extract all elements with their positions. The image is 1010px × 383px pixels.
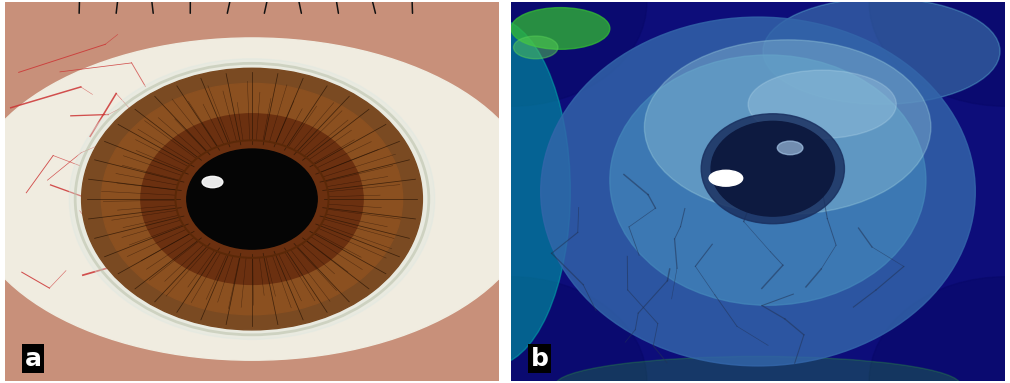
Ellipse shape bbox=[610, 55, 926, 305]
Ellipse shape bbox=[870, 277, 1010, 383]
Ellipse shape bbox=[556, 357, 961, 383]
Ellipse shape bbox=[511, 8, 610, 49]
Ellipse shape bbox=[540, 17, 976, 366]
Ellipse shape bbox=[513, 36, 558, 59]
Ellipse shape bbox=[870, 0, 1010, 106]
Circle shape bbox=[82, 68, 422, 330]
Ellipse shape bbox=[709, 170, 742, 186]
Text: a: a bbox=[25, 347, 41, 371]
Ellipse shape bbox=[412, 17, 571, 366]
Ellipse shape bbox=[70, 59, 434, 339]
Circle shape bbox=[101, 83, 403, 315]
Circle shape bbox=[711, 121, 834, 216]
Ellipse shape bbox=[0, 38, 536, 360]
Circle shape bbox=[140, 114, 364, 285]
Ellipse shape bbox=[644, 40, 931, 214]
Ellipse shape bbox=[376, 0, 646, 106]
Ellipse shape bbox=[763, 0, 1000, 104]
Text: b: b bbox=[531, 347, 548, 371]
Ellipse shape bbox=[202, 176, 223, 188]
Ellipse shape bbox=[376, 277, 646, 383]
Circle shape bbox=[187, 149, 317, 249]
Ellipse shape bbox=[778, 141, 803, 155]
Ellipse shape bbox=[748, 70, 896, 138]
Circle shape bbox=[701, 114, 844, 224]
